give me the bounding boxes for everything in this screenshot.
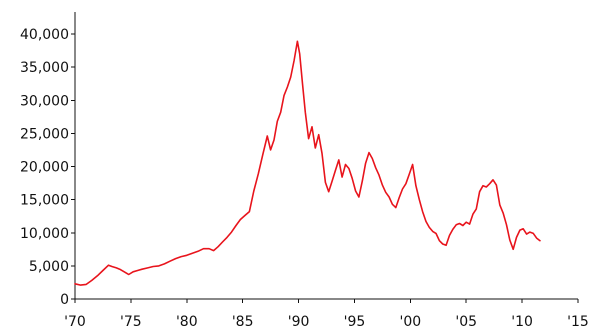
- y-tick-label: 20,000: [20, 160, 69, 176]
- x-tick-label: '80: [176, 314, 198, 330]
- y-axis-ticks: 0 5,000 10,000 15,000 20,000 25,000 30,000 35,0…: [20, 27, 75, 308]
- x-tick-label: '70: [64, 314, 86, 330]
- y-tick-label: 30,000: [20, 93, 69, 109]
- y-tick-label: 35,000: [20, 60, 69, 76]
- x-tick-label: '10: [511, 314, 533, 330]
- y-tick-label: 5,000: [29, 259, 69, 275]
- x-tick-label: '05: [455, 314, 477, 330]
- y-tick-label: 25,000: [20, 126, 69, 142]
- y-tick-label: 0: [60, 292, 69, 308]
- x-tick-label: '15: [567, 314, 589, 330]
- x-tick-label: '95: [344, 314, 366, 330]
- x-tick-label: '85: [232, 314, 254, 330]
- x-tick-label: '00: [399, 314, 421, 330]
- series-group: [74, 40, 541, 286]
- x-tick-label: '75: [120, 314, 142, 330]
- x-tick-label: '90: [288, 314, 310, 330]
- x-axis-ticks: '70 '75 '80 '85 '90 '95 '00 '05 '10 '15: [64, 299, 589, 330]
- y-tick-label: 40,000: [20, 27, 69, 43]
- series-line: [74, 40, 541, 286]
- y-tick-label: 15,000: [20, 193, 69, 209]
- y-tick-label: 10,000: [20, 226, 69, 242]
